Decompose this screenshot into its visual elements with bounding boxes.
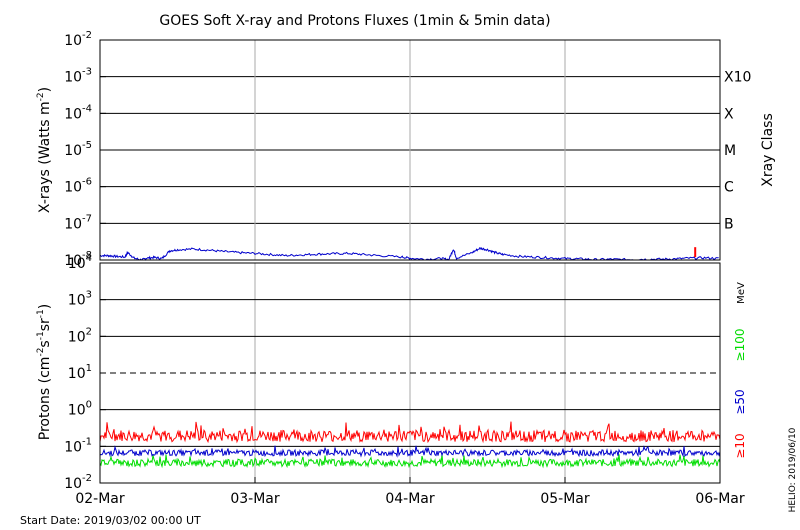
xray-class-label: X10 [724, 70, 751, 86]
xray-y-tick-label: 10-2 [64, 30, 92, 49]
xray-class-label: M [724, 143, 736, 159]
proton-gridlines [100, 263, 720, 483]
xray-y-tick-label: 10-4 [64, 103, 92, 122]
proton-series-line [99, 445, 721, 458]
xray-y-tick-label: 10-6 [64, 177, 92, 196]
proton-y-tick-label: 10-2 [64, 473, 92, 492]
xray-ylabel-end: ) [37, 87, 53, 92]
proton-legend-unit: MeV [736, 282, 747, 304]
xray-y-tick-label: 10-3 [64, 67, 92, 86]
xray-class-labels: B C M X X10 [724, 70, 751, 233]
proton-y-axis-label: Protons (cm-2s-1sr-1) [36, 304, 53, 440]
xray-y-ticks: 10-8 10-7 10-6 10-5 10-4 10-3 10-2 [64, 30, 106, 269]
proton-ylabel-main: Protons (cm [37, 357, 53, 441]
xray-ylabel-sup: -2 [36, 92, 46, 101]
proton-ylabel-p5: ) [37, 304, 53, 309]
proton-ylabel-p2: -1 [36, 331, 46, 340]
proton-series-line [99, 421, 721, 444]
proton-y-tick-label: 104 [68, 253, 92, 272]
xray-class-label: B [724, 216, 734, 232]
xray-y-tick-label: 10-7 [64, 213, 92, 232]
x-tick-label: 04-Mar [385, 491, 435, 507]
proton-y-tick-label: 103 [68, 290, 92, 309]
proton-series [99, 421, 721, 469]
proton-legend-entry: ≥50 [733, 389, 747, 414]
proton-y-tick-label: 10-1 [64, 436, 92, 455]
xray-class-axis-title: Xray Class [760, 113, 776, 187]
xray-gridlines [100, 40, 720, 260]
proton-y-tick-label: 102 [68, 326, 92, 345]
x-tick-label: 02-Mar [75, 491, 125, 507]
xray-y-axis-label: X-rays (Watts m-2) [36, 87, 53, 213]
proton-y-tick-label: 101 [68, 363, 92, 382]
x-tick-label: 06-Mar [695, 491, 745, 507]
chart-title: GOES Soft X-ray and Protons Fluxes (1min… [159, 13, 550, 29]
proton-ylabel-p1: s [37, 340, 53, 347]
x-tick-label: 05-Mar [540, 491, 590, 507]
xray-y-tick-label: 10-5 [64, 140, 92, 159]
proton-legend-entry: ≥10 [733, 433, 747, 458]
xray-series [99, 247, 719, 261]
x-tick-label: 03-Mar [230, 491, 280, 507]
proton-legend: MeV ≥100 ≥50 ≥10 [733, 282, 747, 459]
proton-ylabel-p0: -2 [36, 348, 46, 357]
xray-class-label: C [724, 180, 734, 196]
proton-y-tick-label: 100 [68, 400, 92, 419]
proton-panel: 10-2 10-1 100 101 102 103 104 MeV ≥100 ≥50 ≥10 Pr… [36, 253, 747, 492]
xray-y-tick-label: 10-8 [64, 250, 92, 269]
xray-class-label: X [724, 106, 734, 122]
proton-legend-entry: ≥100 [733, 329, 747, 362]
start-date-label: Start Date: 2019/03/02 00:00 UT [20, 514, 201, 527]
xray-panel: 10-8 10-7 10-6 10-5 10-4 10-3 10-2 B C M X X10 Xra… [36, 30, 776, 269]
xray-ylabel-main: X-rays (Watts m [37, 101, 53, 213]
proton-y-ticks: 10-2 10-1 100 101 102 103 104 [64, 253, 106, 492]
proton-series-line [99, 453, 721, 469]
xray-flux-line [99, 247, 719, 261]
x-axis-ticks: 02-Mar 03-Mar 04-Mar 05-Mar 06-Mar [75, 477, 745, 507]
proton-ylabel-p3: sr [37, 318, 53, 331]
proton-ylabel-p4: -1 [36, 309, 46, 318]
helio-credit: HELIO: 2019/06/10 [788, 427, 798, 512]
